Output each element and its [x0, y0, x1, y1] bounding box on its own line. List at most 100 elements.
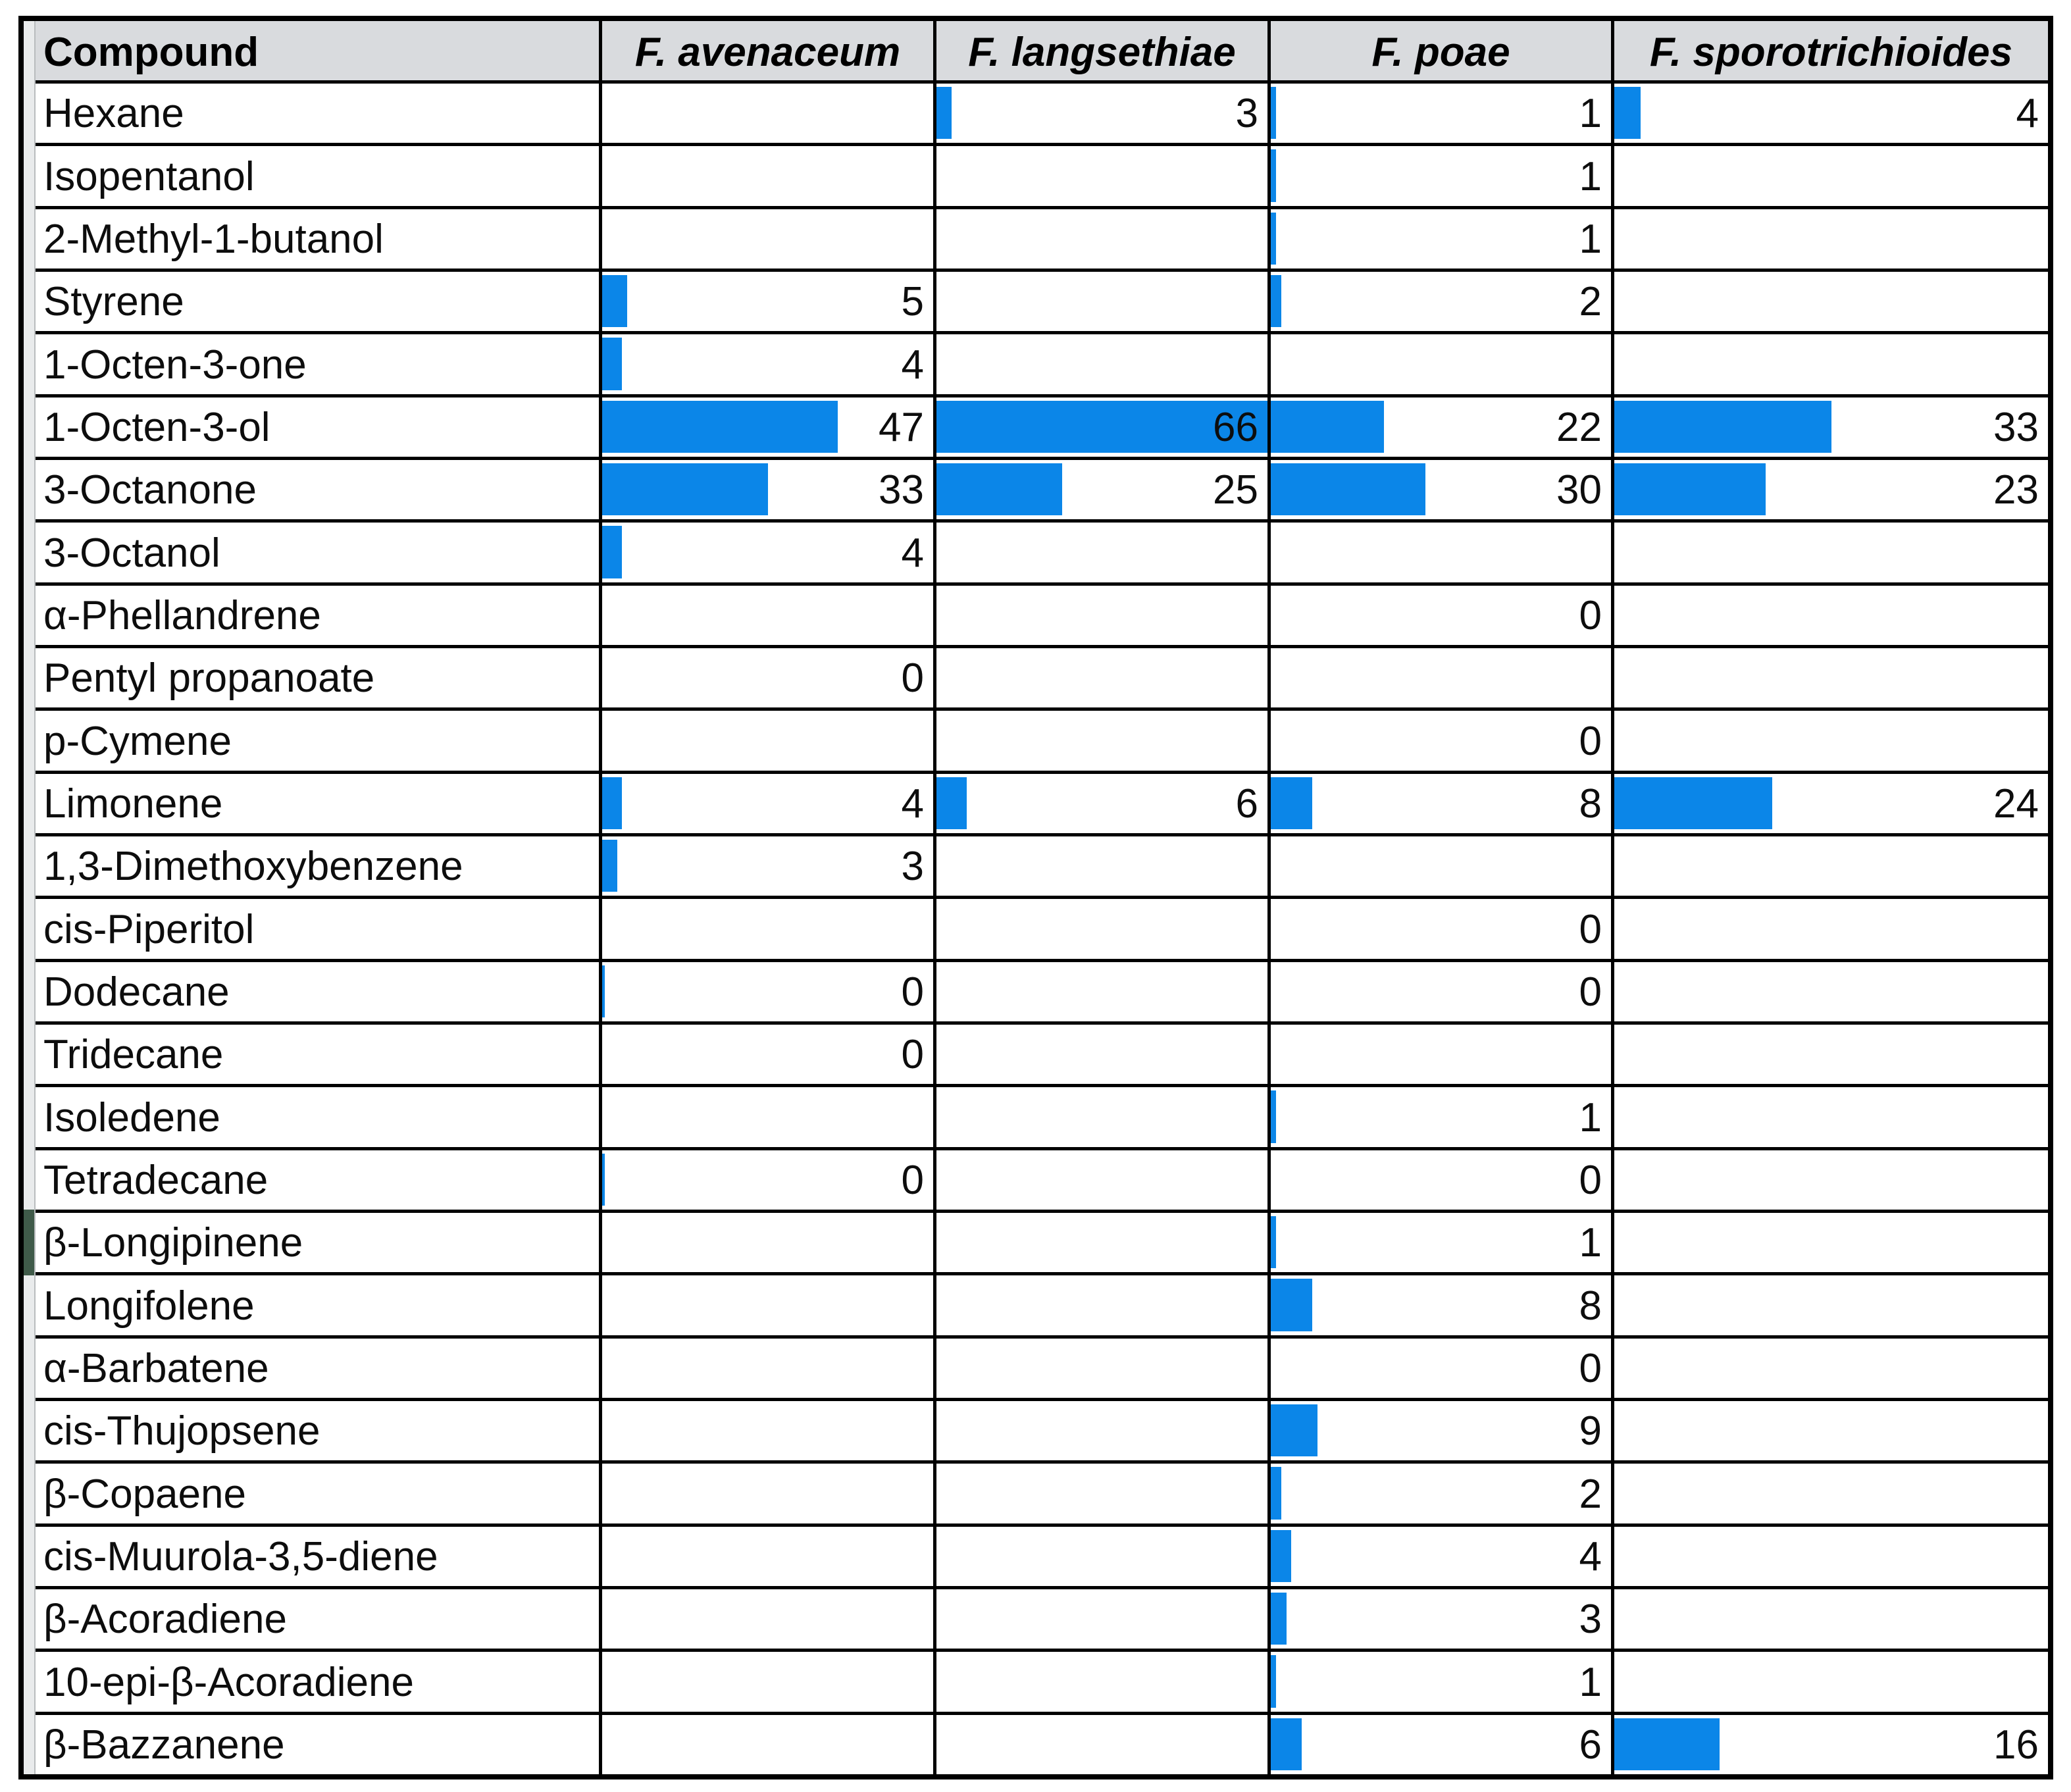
- compound-cell[interactable]: 1,3-Dimethoxybenzene: [24, 836, 599, 896]
- value-cell-f-avenaceum[interactable]: [599, 1526, 933, 1586]
- compound-cell[interactable]: 3-Octanone: [24, 460, 599, 519]
- value-cell-f-sporotrichioides[interactable]: 4: [1611, 84, 2048, 143]
- value-cell-f-sporotrichioides[interactable]: 33: [1611, 397, 2048, 457]
- value-cell-f-poae[interactable]: 0: [1267, 711, 1611, 771]
- value-cell-f-poae[interactable]: 0: [1267, 1150, 1611, 1210]
- value-cell-f-avenaceum[interactable]: [599, 1714, 933, 1774]
- compound-cell[interactable]: Isoledene: [24, 1087, 599, 1146]
- value-cell-f-langsethiae[interactable]: [933, 1150, 1267, 1210]
- value-cell-f-poae[interactable]: 0: [1267, 961, 1611, 1021]
- value-cell-f-langsethiae[interactable]: [933, 1087, 1267, 1147]
- value-cell-f-langsethiae[interactable]: [933, 836, 1267, 896]
- value-cell-f-langsethiae[interactable]: [933, 711, 1267, 771]
- value-cell-f-avenaceum[interactable]: [599, 899, 933, 959]
- compound-cell[interactable]: Isopentanol: [24, 146, 599, 205]
- value-cell-f-poae[interactable]: 1: [1267, 1087, 1611, 1147]
- value-cell-f-avenaceum[interactable]: 4: [599, 773, 933, 833]
- value-cell-f-avenaceum[interactable]: [599, 84, 933, 143]
- value-cell-f-langsethiae[interactable]: [933, 146, 1267, 206]
- value-cell-f-avenaceum[interactable]: 3: [599, 836, 933, 896]
- compound-cell[interactable]: p-Cymene: [24, 711, 599, 770]
- value-cell-f-avenaceum[interactable]: 0: [599, 961, 933, 1021]
- value-cell-f-sporotrichioides[interactable]: [1611, 1338, 2048, 1398]
- compound-cell[interactable]: α-Barbatene: [24, 1339, 599, 1398]
- value-cell-f-avenaceum[interactable]: 0: [599, 648, 933, 708]
- value-cell-f-sporotrichioides[interactable]: [1611, 1150, 2048, 1210]
- compound-cell[interactable]: β-Copaene: [24, 1464, 599, 1523]
- value-cell-f-langsethiae[interactable]: [933, 1275, 1267, 1335]
- value-cell-f-sporotrichioides[interactable]: [1611, 1526, 2048, 1586]
- value-cell-f-avenaceum[interactable]: 4: [599, 334, 933, 394]
- value-cell-f-sporotrichioides[interactable]: [1611, 209, 2048, 269]
- compound-cell[interactable]: Dodecane: [24, 962, 599, 1021]
- value-cell-f-sporotrichioides[interactable]: [1611, 711, 2048, 771]
- value-cell-f-avenaceum[interactable]: [599, 1589, 933, 1649]
- value-cell-f-sporotrichioides[interactable]: [1611, 1652, 2048, 1712]
- value-cell-f-poae[interactable]: 1: [1267, 1652, 1611, 1712]
- value-cell-f-sporotrichioides[interactable]: [1611, 585, 2048, 645]
- value-cell-f-sporotrichioides[interactable]: [1611, 1589, 2048, 1649]
- compound-cell[interactable]: cis-Thujopsene: [24, 1401, 599, 1460]
- value-cell-f-langsethiae[interactable]: [933, 523, 1267, 582]
- value-cell-f-poae[interactable]: 30: [1267, 459, 1611, 520]
- value-cell-f-langsethiae[interactable]: 6: [933, 773, 1267, 833]
- value-cell-f-avenaceum[interactable]: [599, 1087, 933, 1147]
- value-cell-f-sporotrichioides[interactable]: 24: [1611, 773, 2048, 833]
- value-cell-f-poae[interactable]: 0: [1267, 899, 1611, 959]
- value-cell-f-poae[interactable]: 4: [1267, 1526, 1611, 1586]
- value-cell-f-poae[interactable]: [1267, 648, 1611, 708]
- compound-cell[interactable]: Limonene: [24, 774, 599, 833]
- column-header-f-poae[interactable]: F. poae: [1267, 21, 1611, 80]
- value-cell-f-langsethiae[interactable]: [933, 585, 1267, 645]
- value-cell-f-langsethiae[interactable]: 3: [933, 84, 1267, 143]
- value-cell-f-sporotrichioides[interactable]: [1611, 1275, 2048, 1335]
- value-cell-f-avenaceum[interactable]: [599, 146, 933, 206]
- value-cell-f-sporotrichioides[interactable]: [1611, 648, 2048, 708]
- value-cell-f-poae[interactable]: [1267, 334, 1611, 394]
- value-cell-f-langsethiae[interactable]: [933, 1212, 1267, 1273]
- value-cell-f-poae[interactable]: [1267, 1024, 1611, 1085]
- compound-cell[interactable]: cis-Muurola-3,5-diene: [24, 1527, 599, 1586]
- value-cell-f-sporotrichioides[interactable]: [1611, 271, 2048, 332]
- value-cell-f-sporotrichioides[interactable]: [1611, 523, 2048, 582]
- value-cell-f-poae[interactable]: [1267, 836, 1611, 896]
- compound-cell[interactable]: Tetradecane: [24, 1150, 599, 1210]
- value-cell-f-sporotrichioides[interactable]: [1611, 899, 2048, 959]
- value-cell-f-sporotrichioides[interactable]: [1611, 334, 2048, 394]
- value-cell-f-sporotrichioides[interactable]: [1611, 1024, 2048, 1085]
- compound-cell[interactable]: Tridecane: [24, 1025, 599, 1084]
- value-cell-f-langsethiae[interactable]: 66: [933, 397, 1267, 457]
- value-cell-f-avenaceum[interactable]: 33: [599, 459, 933, 520]
- value-cell-f-poae[interactable]: 6: [1267, 1714, 1611, 1774]
- value-cell-f-avenaceum[interactable]: 4: [599, 523, 933, 582]
- value-cell-f-avenaceum[interactable]: 0: [599, 1024, 933, 1085]
- value-cell-f-avenaceum[interactable]: [599, 1652, 933, 1712]
- compound-cell[interactable]: Hexane: [24, 84, 599, 143]
- value-cell-f-avenaceum[interactable]: [599, 585, 933, 645]
- value-cell-f-poae[interactable]: 1: [1267, 209, 1611, 269]
- value-cell-f-avenaceum[interactable]: [599, 1464, 933, 1523]
- value-cell-f-avenaceum[interactable]: [599, 711, 933, 771]
- value-cell-f-poae[interactable]: 1: [1267, 84, 1611, 143]
- compound-cell[interactable]: Longifolene: [24, 1275, 599, 1335]
- value-cell-f-poae[interactable]: 2: [1267, 1464, 1611, 1523]
- value-cell-f-sporotrichioides[interactable]: [1611, 961, 2048, 1021]
- value-cell-f-poae[interactable]: 3: [1267, 1589, 1611, 1649]
- compound-cell[interactable]: 2-Methyl-1-butanol: [24, 209, 599, 269]
- value-cell-f-sporotrichioides[interactable]: [1611, 836, 2048, 896]
- value-cell-f-sporotrichioides[interactable]: 23: [1611, 459, 2048, 520]
- value-cell-f-poae[interactable]: 1: [1267, 1212, 1611, 1273]
- value-cell-f-poae[interactable]: 1: [1267, 146, 1611, 206]
- value-cell-f-avenaceum[interactable]: 0: [599, 1150, 933, 1210]
- value-cell-f-poae[interactable]: 8: [1267, 773, 1611, 833]
- compound-cell[interactable]: 10-epi-β-Acoradiene: [24, 1652, 599, 1711]
- value-cell-f-avenaceum[interactable]: [599, 1400, 933, 1461]
- value-cell-f-poae[interactable]: 9: [1267, 1400, 1611, 1461]
- compound-cell[interactable]: cis-Piperitol: [24, 899, 599, 958]
- compound-cell[interactable]: Styrene: [24, 272, 599, 331]
- value-cell-f-avenaceum[interactable]: [599, 1275, 933, 1335]
- value-cell-f-langsethiae[interactable]: [933, 961, 1267, 1021]
- compound-cell[interactable]: β-Longipinene: [24, 1209, 599, 1276]
- value-cell-f-langsethiae[interactable]: 25: [933, 459, 1267, 520]
- value-cell-f-langsethiae[interactable]: [933, 209, 1267, 269]
